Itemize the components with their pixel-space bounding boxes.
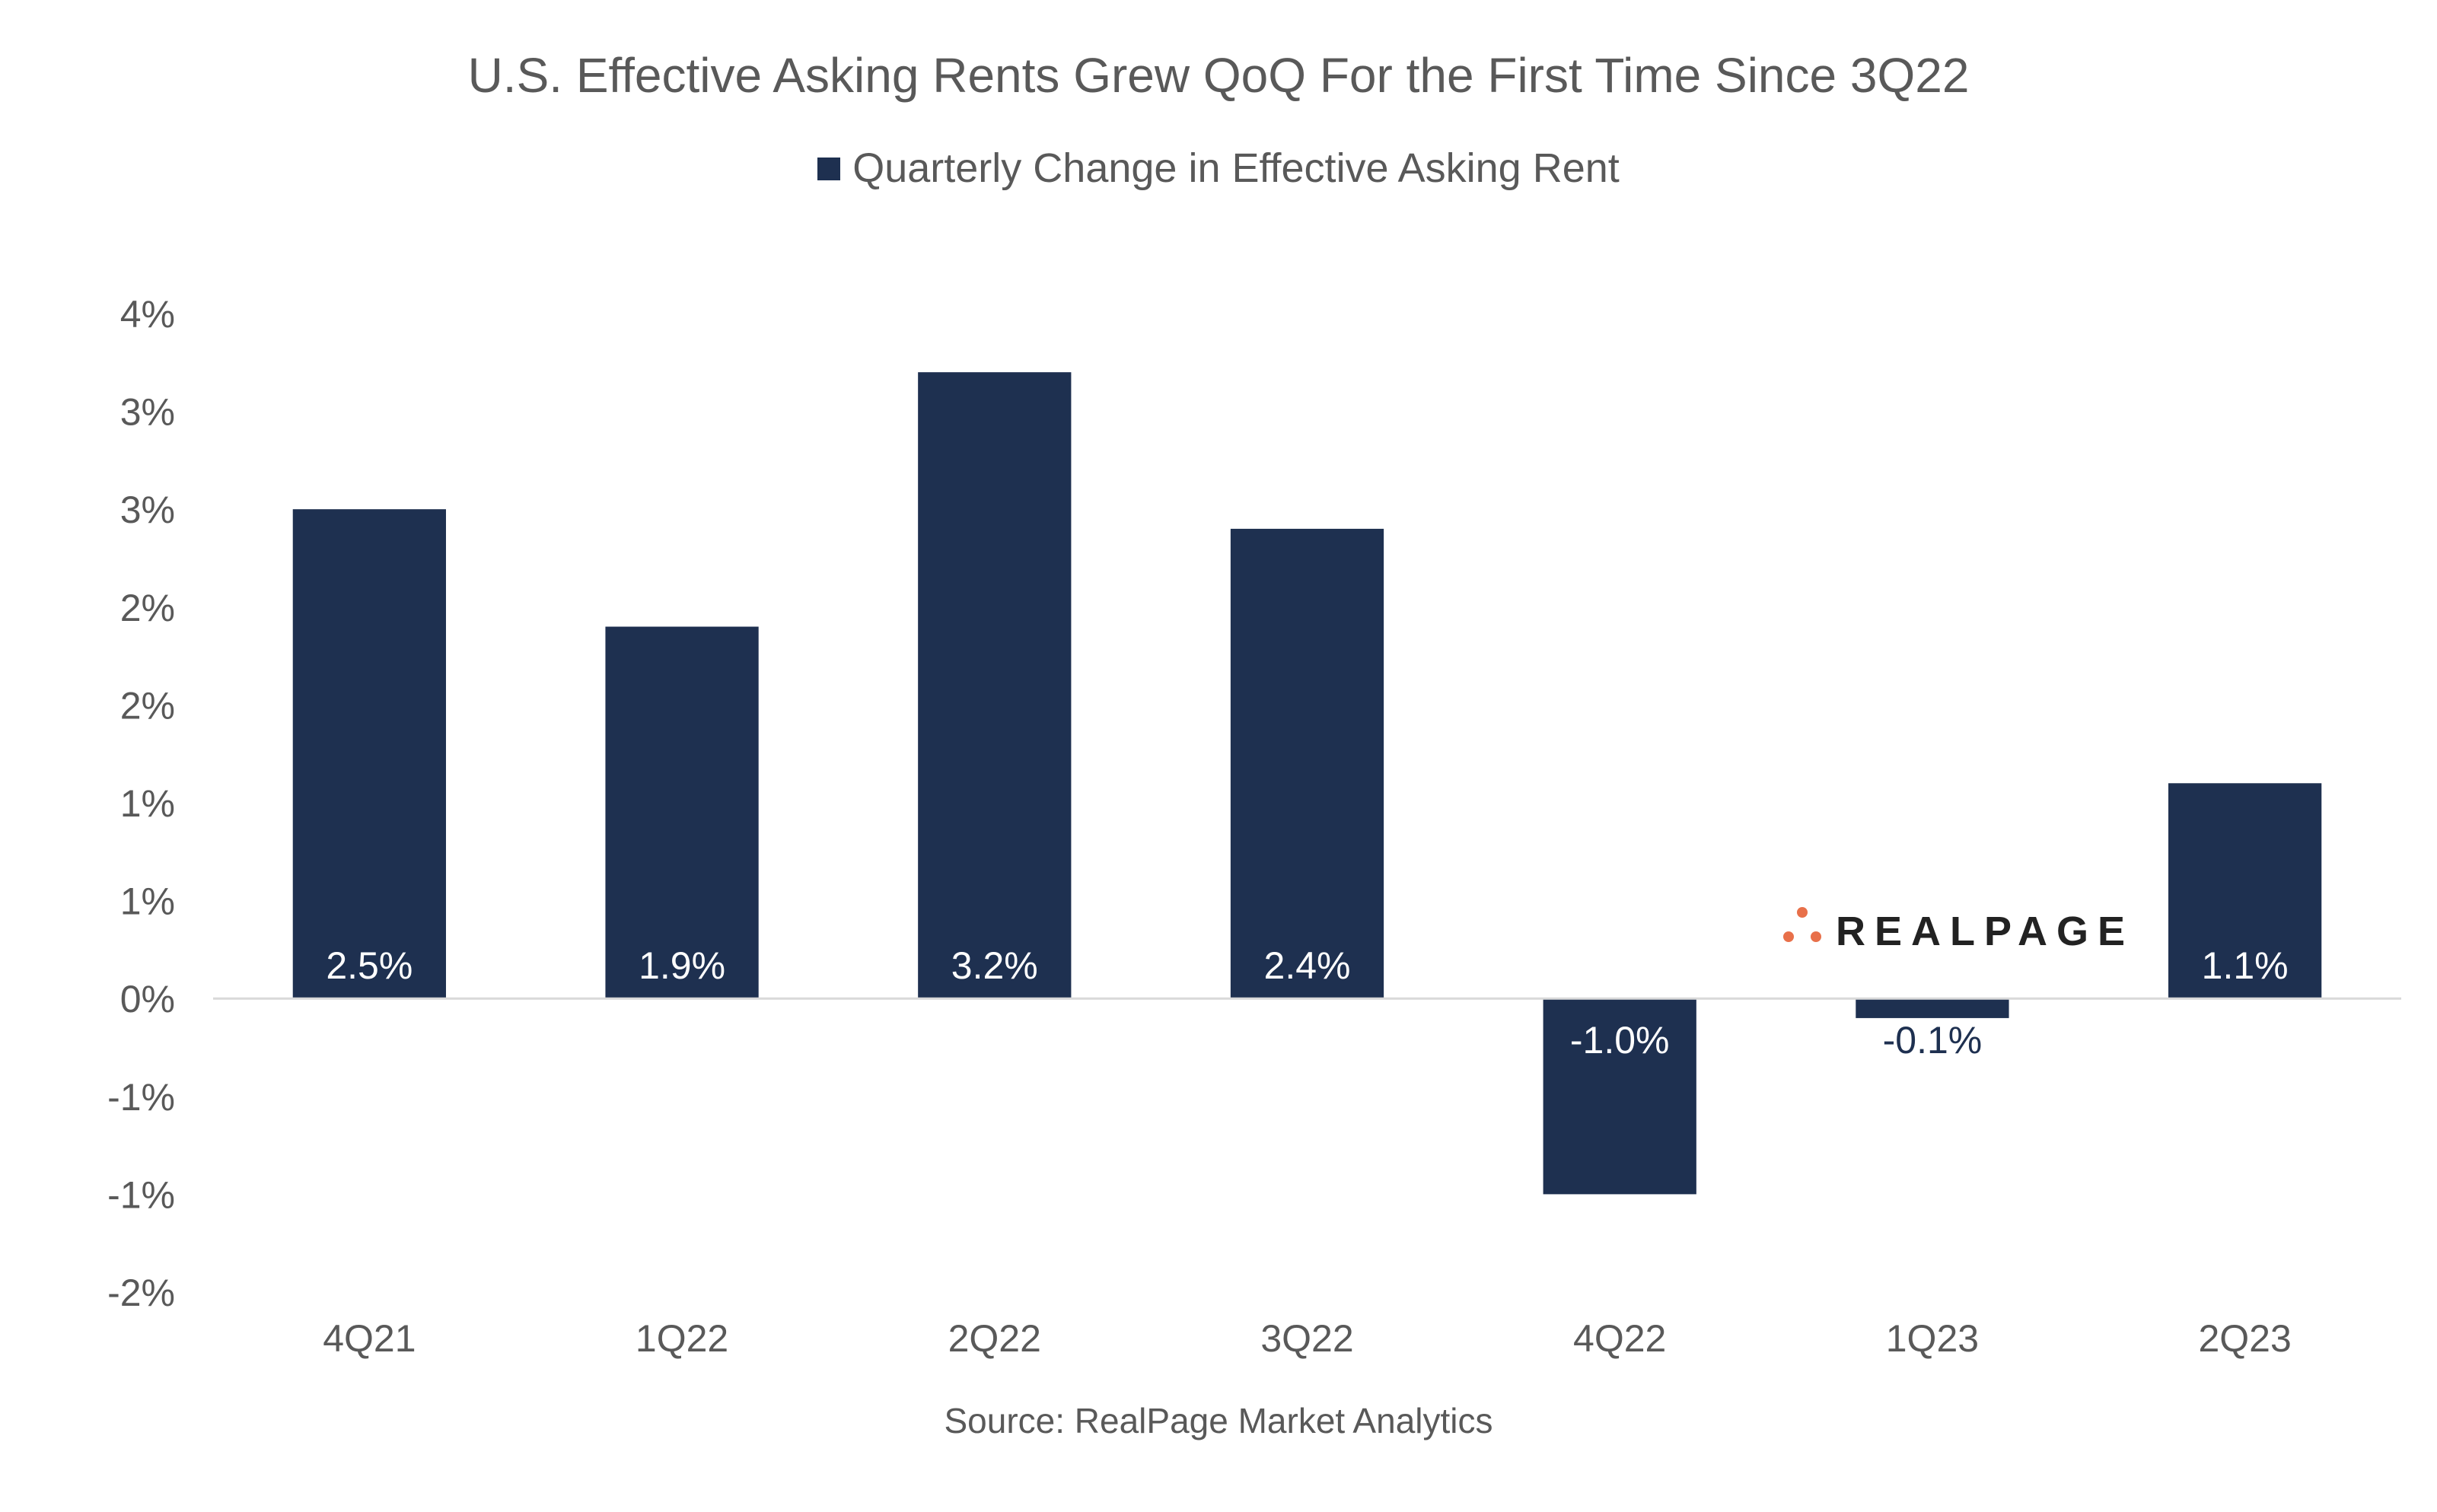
data-label: 2.4% — [1264, 944, 1351, 987]
y-tick-label: 1% — [120, 782, 175, 825]
data-label: 2.5% — [326, 944, 413, 987]
bar-4q22 — [1543, 998, 1696, 1195]
x-axis: 4Q21 1Q22 2Q22 3Q22 4Q22 1Q23 2Q23 — [323, 1317, 2292, 1360]
data-label: 3.2% — [951, 944, 1038, 987]
bar-3q22 — [1230, 528, 1384, 999]
y-tick-label: 2% — [120, 684, 175, 727]
x-tick-label: 2Q23 — [2198, 1317, 2291, 1360]
y-tick-label: 0% — [120, 978, 175, 1020]
chart-title: U.S. Effective Asking Rents Grew QoQ For… — [467, 48, 1970, 103]
y-tick-label: 4% — [120, 293, 175, 336]
legend-label: Quarterly Change in Effective Asking Ren… — [852, 145, 1620, 191]
y-tick-label: -1% — [107, 1076, 175, 1119]
x-tick-label: 4Q22 — [1573, 1317, 1666, 1360]
y-tick-label: 2% — [120, 587, 175, 629]
bars — [292, 372, 2322, 1195]
x-tick-label: 1Q22 — [636, 1317, 728, 1360]
bar-1q23 — [1856, 998, 2009, 1018]
source-note: Source: RealPage Market Analytics — [944, 1401, 1493, 1440]
y-axis: 4% 3% 3% 2% 2% 1% 1% 0% -1% -1% -2% — [107, 293, 175, 1314]
x-tick-label: 3Q22 — [1260, 1317, 1353, 1360]
legend-swatch — [817, 158, 841, 180]
data-label: -1.0% — [1570, 1019, 1670, 1062]
y-tick-label: 3% — [120, 489, 175, 531]
data-labels: 2.5% 1.9% 3.2% 2.4% -1.0% -0.1% 1.1% — [326, 944, 2288, 1062]
logo-text: REALPAGE — [1836, 909, 2135, 954]
y-tick-label: -2% — [107, 1272, 175, 1314]
bar-1q22 — [605, 626, 759, 999]
legend: Quarterly Change in Effective Asking Ren… — [0, 145, 2437, 192]
y-tick-label: 3% — [120, 391, 175, 434]
x-tick-label: 1Q23 — [1886, 1317, 1979, 1360]
data-label: 1.1% — [2202, 944, 2289, 987]
y-tick-label: 1% — [120, 880, 175, 923]
logo-dots-icon — [1783, 907, 1821, 942]
bar-2q23 — [2168, 783, 2322, 999]
y-tick-label: -1% — [107, 1173, 175, 1216]
x-tick-label: 2Q22 — [948, 1317, 1041, 1360]
data-label: -0.1% — [1883, 1019, 1983, 1062]
x-tick-label: 4Q21 — [323, 1317, 416, 1360]
bar-4q21 — [292, 509, 446, 999]
bar-2q22 — [918, 372, 1072, 999]
data-label: 1.9% — [639, 944, 725, 987]
